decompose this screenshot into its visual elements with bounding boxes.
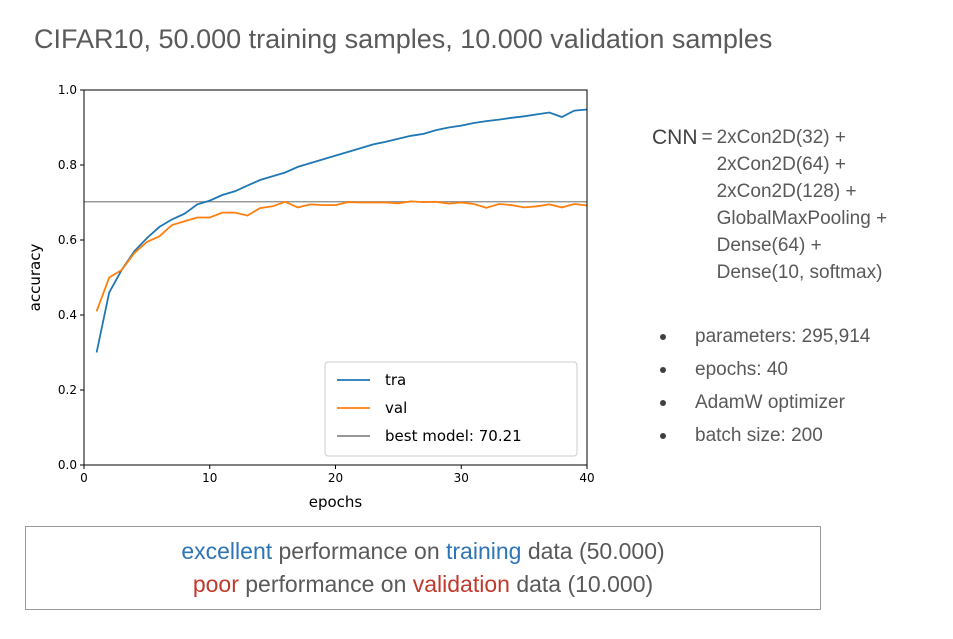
bullet-icon (660, 366, 666, 373)
summary-highlight: validation (412, 571, 510, 597)
list-item: batch size: 200 (660, 419, 870, 452)
summary-text: data (50.000) (521, 538, 665, 564)
cnn-layer: 2xCon2D(64) + (716, 154, 846, 175)
summary-box: excellent performance on training data (… (25, 526, 821, 610)
cnn-layers: 2xCon2D(32) + 2xCon2D(64) + 2xCon2D(128)… (717, 124, 888, 286)
y-tick-label: 0.8 (58, 158, 77, 172)
cnn-layer: 2xCon2D(128) + (716, 181, 857, 202)
series-line-tra (95, 108, 588, 353)
x-tick-label: 30 (454, 471, 469, 485)
cnn-architecture: CNN = 2xCon2D(32) + 2xCon2D(64) + 2xCon2… (652, 124, 887, 286)
list-item: AdamW optimizer (660, 386, 870, 419)
legend-label: val (385, 399, 407, 417)
x-axis-label: epochs (309, 493, 363, 511)
bullet-text: AdamW optimizer (695, 391, 845, 413)
y-tick-label: 1.0 (58, 83, 77, 97)
cnn-label: CNN (652, 126, 698, 149)
cnn-equals: = (701, 127, 713, 148)
bullet-icon (660, 432, 666, 439)
summary-highlight: training (446, 538, 522, 564)
slide-title: CIFAR10, 50.000 training samples, 10.000… (34, 24, 773, 55)
x-tick-label: 0 (80, 471, 88, 485)
cnn-layer: Dense(64) + (716, 235, 822, 256)
series-line-val (95, 200, 588, 312)
training-details-list: parameters: 295,914 epochs: 40 AdamW opt… (660, 320, 870, 452)
summary-text: data (10.000) (509, 571, 654, 597)
y-tick-label: 0.2 (58, 383, 77, 397)
legend-label: best model: 70.21 (385, 427, 522, 445)
x-tick-label: 40 (579, 471, 594, 485)
summary-line-training: excellent performance on training data (… (26, 535, 820, 568)
y-tick-label: 0.6 (58, 233, 77, 247)
x-tick-label: 20 (328, 471, 343, 485)
summary-text: performance on (238, 571, 413, 597)
bullet-text: batch size: 200 (695, 424, 823, 446)
summary-highlight: excellent (181, 538, 273, 564)
bullet-text: epochs: 40 (695, 358, 788, 380)
list-item: parameters: 295,914 (660, 320, 870, 353)
bullet-icon (660, 333, 666, 340)
cnn-layer: GlobalMaxPooling + (716, 208, 888, 229)
summary-highlight: poor (192, 571, 239, 597)
cnn-layer: Dense(10, softmax) (716, 262, 883, 283)
y-tick-label: 0.0 (58, 458, 77, 472)
accuracy-chart: 0 10 20 30 40 0.0 0.2 0.4 0.6 0.8 1.0 epochs accurac… (26, 83, 595, 511)
summary-line-validation: poor performance on validation data (10.… (26, 568, 820, 601)
cnn-layer: 2xCon2D(32) + (716, 127, 846, 148)
y-tick-label: 0.4 (58, 308, 77, 322)
summary-text: performance on (272, 538, 446, 564)
list-item: epochs: 40 (660, 353, 870, 386)
bullet-text: parameters: 295,914 (695, 325, 871, 347)
legend-label: tra (385, 371, 406, 389)
bullet-icon (660, 399, 666, 406)
legend-box (324, 361, 578, 457)
x-tick-label: 10 (202, 471, 217, 485)
y-axis-label: accuracy (26, 244, 44, 312)
